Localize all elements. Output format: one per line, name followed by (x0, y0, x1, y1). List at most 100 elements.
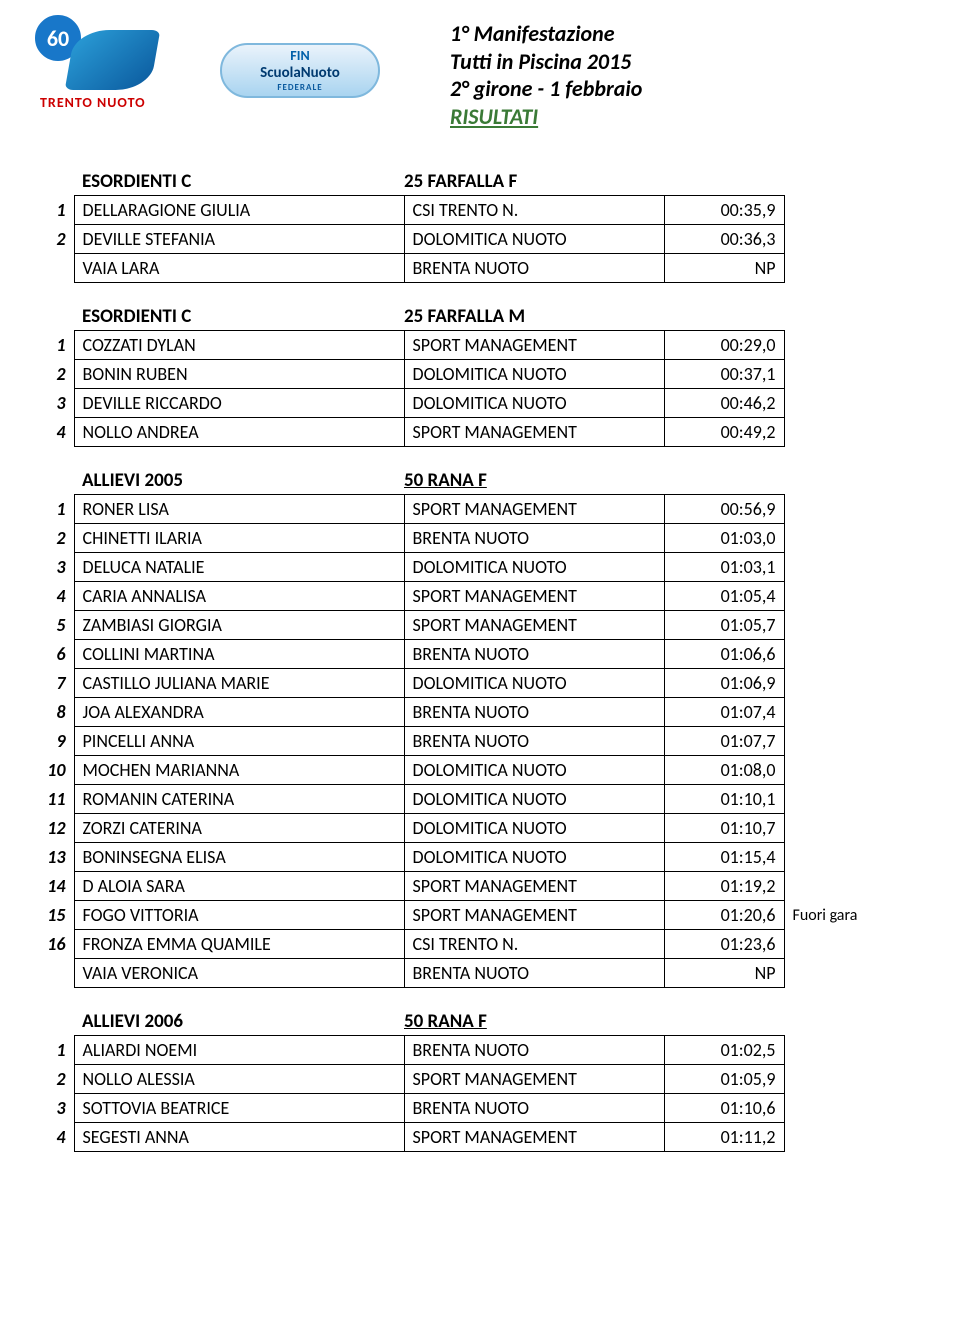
rank-cell: 5 (40, 611, 74, 640)
athlete-name-cell: CASTILLO JULIANA MARIE (74, 669, 404, 698)
table-row: 5ZAMBIASI GIORGIASPORT MANAGEMENT01:05,7 (40, 611, 884, 640)
team-cell: BRENTA NUOTO (404, 1036, 664, 1065)
rank-cell: 14 (40, 872, 74, 901)
note-cell (784, 756, 884, 785)
team-cell: DOLOMITICA NUOTO (404, 669, 664, 698)
table-row: 4SEGESTI ANNASPORT MANAGEMENT01:11,2 (40, 1123, 884, 1152)
category-label: ALLIEVI 2005 (40, 469, 404, 492)
rank-cell: 15 (40, 901, 74, 930)
rank-cell: 8 (40, 698, 74, 727)
team-cell: BRENTA NUOTO (404, 254, 664, 283)
rank-cell: 4 (40, 582, 74, 611)
athlete-name-cell: CHINETTI ILARIA (74, 524, 404, 553)
note-cell (784, 1123, 884, 1152)
note-cell (784, 495, 884, 524)
note-cell (784, 872, 884, 901)
table-row: 6COLLINI MARTINABRENTA NUOTO01:06,6 (40, 640, 884, 669)
team-cell: BRENTA NUOTO (404, 959, 664, 988)
team-cell: DOLOMITICA NUOTO (404, 814, 664, 843)
athlete-name-cell: ROMANIN CATERINA (74, 785, 404, 814)
athlete-name-cell: MOCHEN MARIANNA (74, 756, 404, 785)
time-cell: 01:23,6 (664, 930, 784, 959)
event-label: 50 RANA F (404, 1010, 664, 1033)
team-cell: SPORT MANAGEMENT (404, 1123, 664, 1152)
time-cell: 01:07,7 (664, 727, 784, 756)
table-row: 4CARIA ANNALISASPORT MANAGEMENT01:05,4 (40, 582, 884, 611)
time-cell: NP (664, 959, 784, 988)
team-cell: DOLOMITICA NUOTO (404, 843, 664, 872)
results-table: 1ALIARDI NOEMIBRENTA NUOTO01:02,52NOLLO … (40, 1035, 884, 1152)
note-cell (784, 814, 884, 843)
table-row: 9PINCELLI ANNABRENTA NUOTO01:07,7 (40, 727, 884, 756)
results-section: ESORDIENTI C25 FARFALLA M1COZZATI DYLANS… (40, 305, 920, 447)
table-row: 10MOCHEN MARIANNADOLOMITICA NUOTO01:08,0 (40, 756, 884, 785)
rank-cell: 1 (40, 1036, 74, 1065)
team-cell: SPORT MANAGEMENT (404, 1065, 664, 1094)
athlete-name-cell: DELLARAGIONE GIULIA (74, 196, 404, 225)
logos: 60 TRENTO NUOTO FIN ScuolaNuoto FEDERALE (40, 20, 380, 120)
table-row: VAIA LARABRENTA NUOTONP (40, 254, 884, 283)
event-label: 50 RANA F (404, 469, 664, 492)
athlete-name-cell: CARIA ANNALISA (74, 582, 404, 611)
team-cell: BRENTA NUOTO (404, 524, 664, 553)
time-cell: 01:15,4 (664, 843, 784, 872)
page-header: 60 TRENTO NUOTO FIN ScuolaNuoto FEDERALE… (40, 20, 920, 130)
rank-cell: 1 (40, 196, 74, 225)
event-label: 25 FARFALLA F (404, 170, 664, 193)
athlete-name-cell: VAIA LARA (74, 254, 404, 283)
section-header: ESORDIENTI C25 FARFALLA F (40, 170, 920, 195)
section-header: ESORDIENTI C25 FARFALLA M (40, 305, 920, 330)
team-cell: SPORT MANAGEMENT (404, 418, 664, 447)
table-row: 11ROMANIN CATERINADOLOMITICA NUOTO01:10,… (40, 785, 884, 814)
athlete-name-cell: RONER LISA (74, 495, 404, 524)
results-table: 1DELLARAGIONE GIULIACSI TRENTO N.00:35,9… (40, 195, 884, 283)
team-cell: SPORT MANAGEMENT (404, 611, 664, 640)
note-cell (784, 698, 884, 727)
athlete-name-cell: ALIARDI NOEMI (74, 1036, 404, 1065)
table-row: 1COZZATI DYLANSPORT MANAGEMENT00:29,0 (40, 331, 884, 360)
time-cell: 00:46,2 (664, 389, 784, 418)
category-label: ESORDIENTI C (40, 170, 404, 193)
table-row: 15FOGO VITTORIASPORT MANAGEMENT01:20,6Fu… (40, 901, 884, 930)
team-cell: DOLOMITICA NUOTO (404, 553, 664, 582)
title-line1: 1° Manifestazione (450, 20, 642, 48)
time-cell: 01:10,1 (664, 785, 784, 814)
table-row: 16FRONZA EMMA QUAMILECSI TRENTO N.01:23,… (40, 930, 884, 959)
table-row: 13BONINSEGNA ELISADOLOMITICA NUOTO01:15,… (40, 843, 884, 872)
results-section: ESORDIENTI C25 FARFALLA F1DELLARAGIONE G… (40, 170, 920, 283)
note-cell (784, 553, 884, 582)
trento-label: TRENTO NUOTO (40, 94, 170, 111)
logo-fin-scuolanuoto: FIN ScuolaNuoto FEDERALE (220, 43, 380, 98)
table-row: VAIA VERONICABRENTA NUOTONP (40, 959, 884, 988)
athlete-name-cell: DELUCA NATALIE (74, 553, 404, 582)
rank-cell: 6 (40, 640, 74, 669)
table-row: 2NOLLO ALESSIASPORT MANAGEMENT01:05,9 (40, 1065, 884, 1094)
athlete-name-cell: NOLLO ANDREA (74, 418, 404, 447)
athlete-name-cell: D ALOIA SARA (74, 872, 404, 901)
rank-cell: 1 (40, 331, 74, 360)
team-cell: BRENTA NUOTO (404, 727, 664, 756)
time-cell: 01:05,4 (664, 582, 784, 611)
athlete-name-cell: DEVILLE RICCARDO (74, 389, 404, 418)
table-row: 14D ALOIA SARASPORT MANAGEMENT01:19,2 (40, 872, 884, 901)
time-cell: 01:02,5 (664, 1036, 784, 1065)
note-cell: Fuori gara (784, 901, 884, 930)
rank-cell: 2 (40, 524, 74, 553)
table-row: 4NOLLO ANDREASPORT MANAGEMENT00:49,2 (40, 418, 884, 447)
table-row: 7CASTILLO JULIANA MARIEDOLOMITICA NUOTO0… (40, 669, 884, 698)
athlete-name-cell: SOTTOVIA BEATRICE (74, 1094, 404, 1123)
time-cell: 01:19,2 (664, 872, 784, 901)
time-cell: 00:35,9 (664, 196, 784, 225)
time-cell: 00:49,2 (664, 418, 784, 447)
team-cell: CSI TRENTO N. (404, 930, 664, 959)
team-cell: SPORT MANAGEMENT (404, 495, 664, 524)
time-cell: 01:20,6 (664, 901, 784, 930)
rank-cell: 3 (40, 553, 74, 582)
rank-cell: 9 (40, 727, 74, 756)
athlete-name-cell: PINCELLI ANNA (74, 727, 404, 756)
note-cell (784, 196, 884, 225)
table-row: 2CHINETTI ILARIABRENTA NUOTO01:03,0 (40, 524, 884, 553)
team-cell: BRENTA NUOTO (404, 1094, 664, 1123)
section-header: ALLIEVI 200650 RANA F (40, 1010, 920, 1035)
athlete-name-cell: JOA ALEXANDRA (74, 698, 404, 727)
